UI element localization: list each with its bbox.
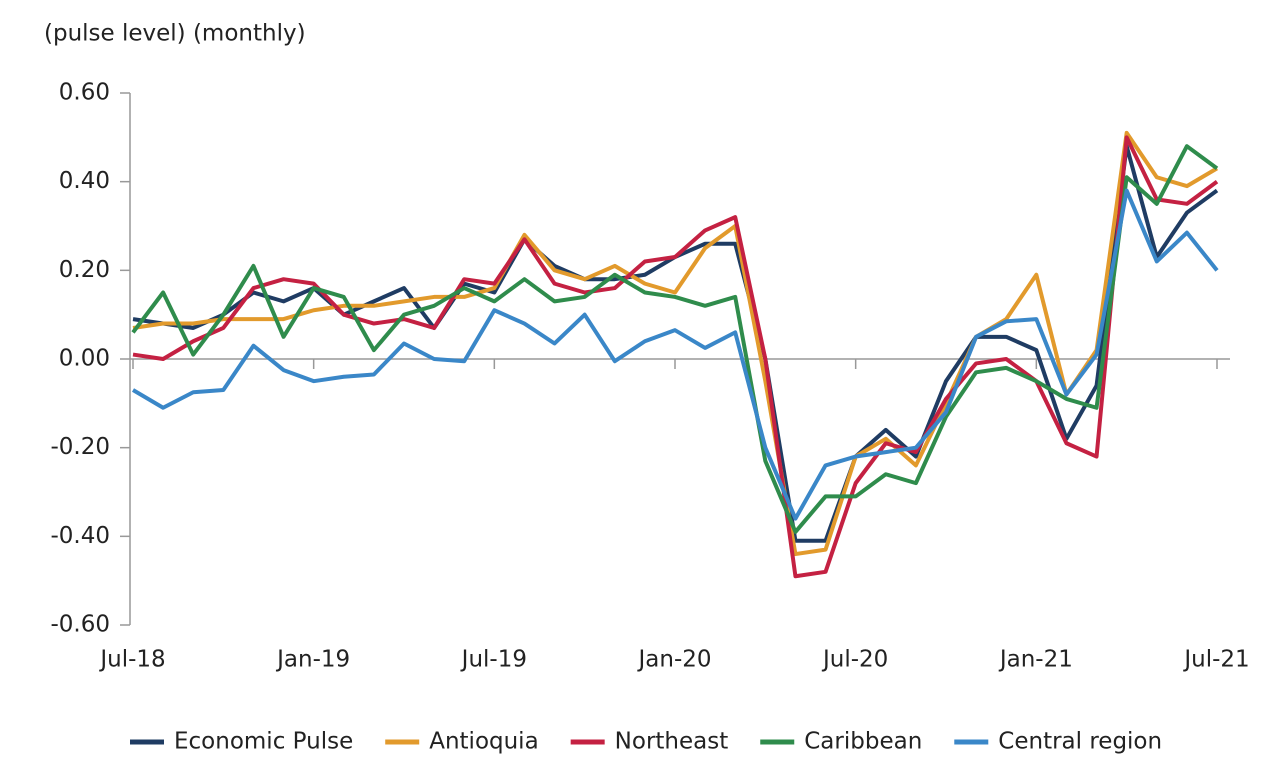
series-line	[132, 130, 1219, 557]
legend-label: Northeast	[615, 729, 729, 755]
y-tick-label: 0.60	[59, 80, 110, 106]
x-tick-label: Jan-21	[998, 647, 1073, 673]
y-tick-label: 0.40	[59, 168, 110, 194]
series-line	[132, 135, 1219, 579]
series-line	[131, 188, 1219, 521]
y-tick-label: 0.20	[59, 257, 110, 283]
y-tick-label: -0.60	[50, 612, 110, 638]
legend-label: Antioquia	[429, 729, 538, 755]
y-tick-label: 0.00	[59, 346, 110, 372]
x-tick-label: Jul-19	[460, 647, 527, 673]
x-tick-label: Jan-19	[275, 647, 350, 673]
y-axis-label: (pulse level) (monthly)	[44, 21, 306, 47]
legend-label: Economic Pulse	[174, 729, 353, 755]
x-tick-label: Jul-20	[821, 647, 888, 673]
legend-label: Caribbean	[804, 729, 922, 755]
x-tick-label: Jul-18	[98, 647, 165, 673]
y-tick-label: -0.40	[50, 523, 110, 549]
series-line	[131, 144, 1219, 534]
legend-label: Central region	[998, 729, 1162, 755]
x-tick-label: Jan-20	[636, 647, 711, 673]
y-tick-label: -0.20	[50, 434, 110, 460]
x-tick-label: Jul-21	[1182, 647, 1249, 673]
